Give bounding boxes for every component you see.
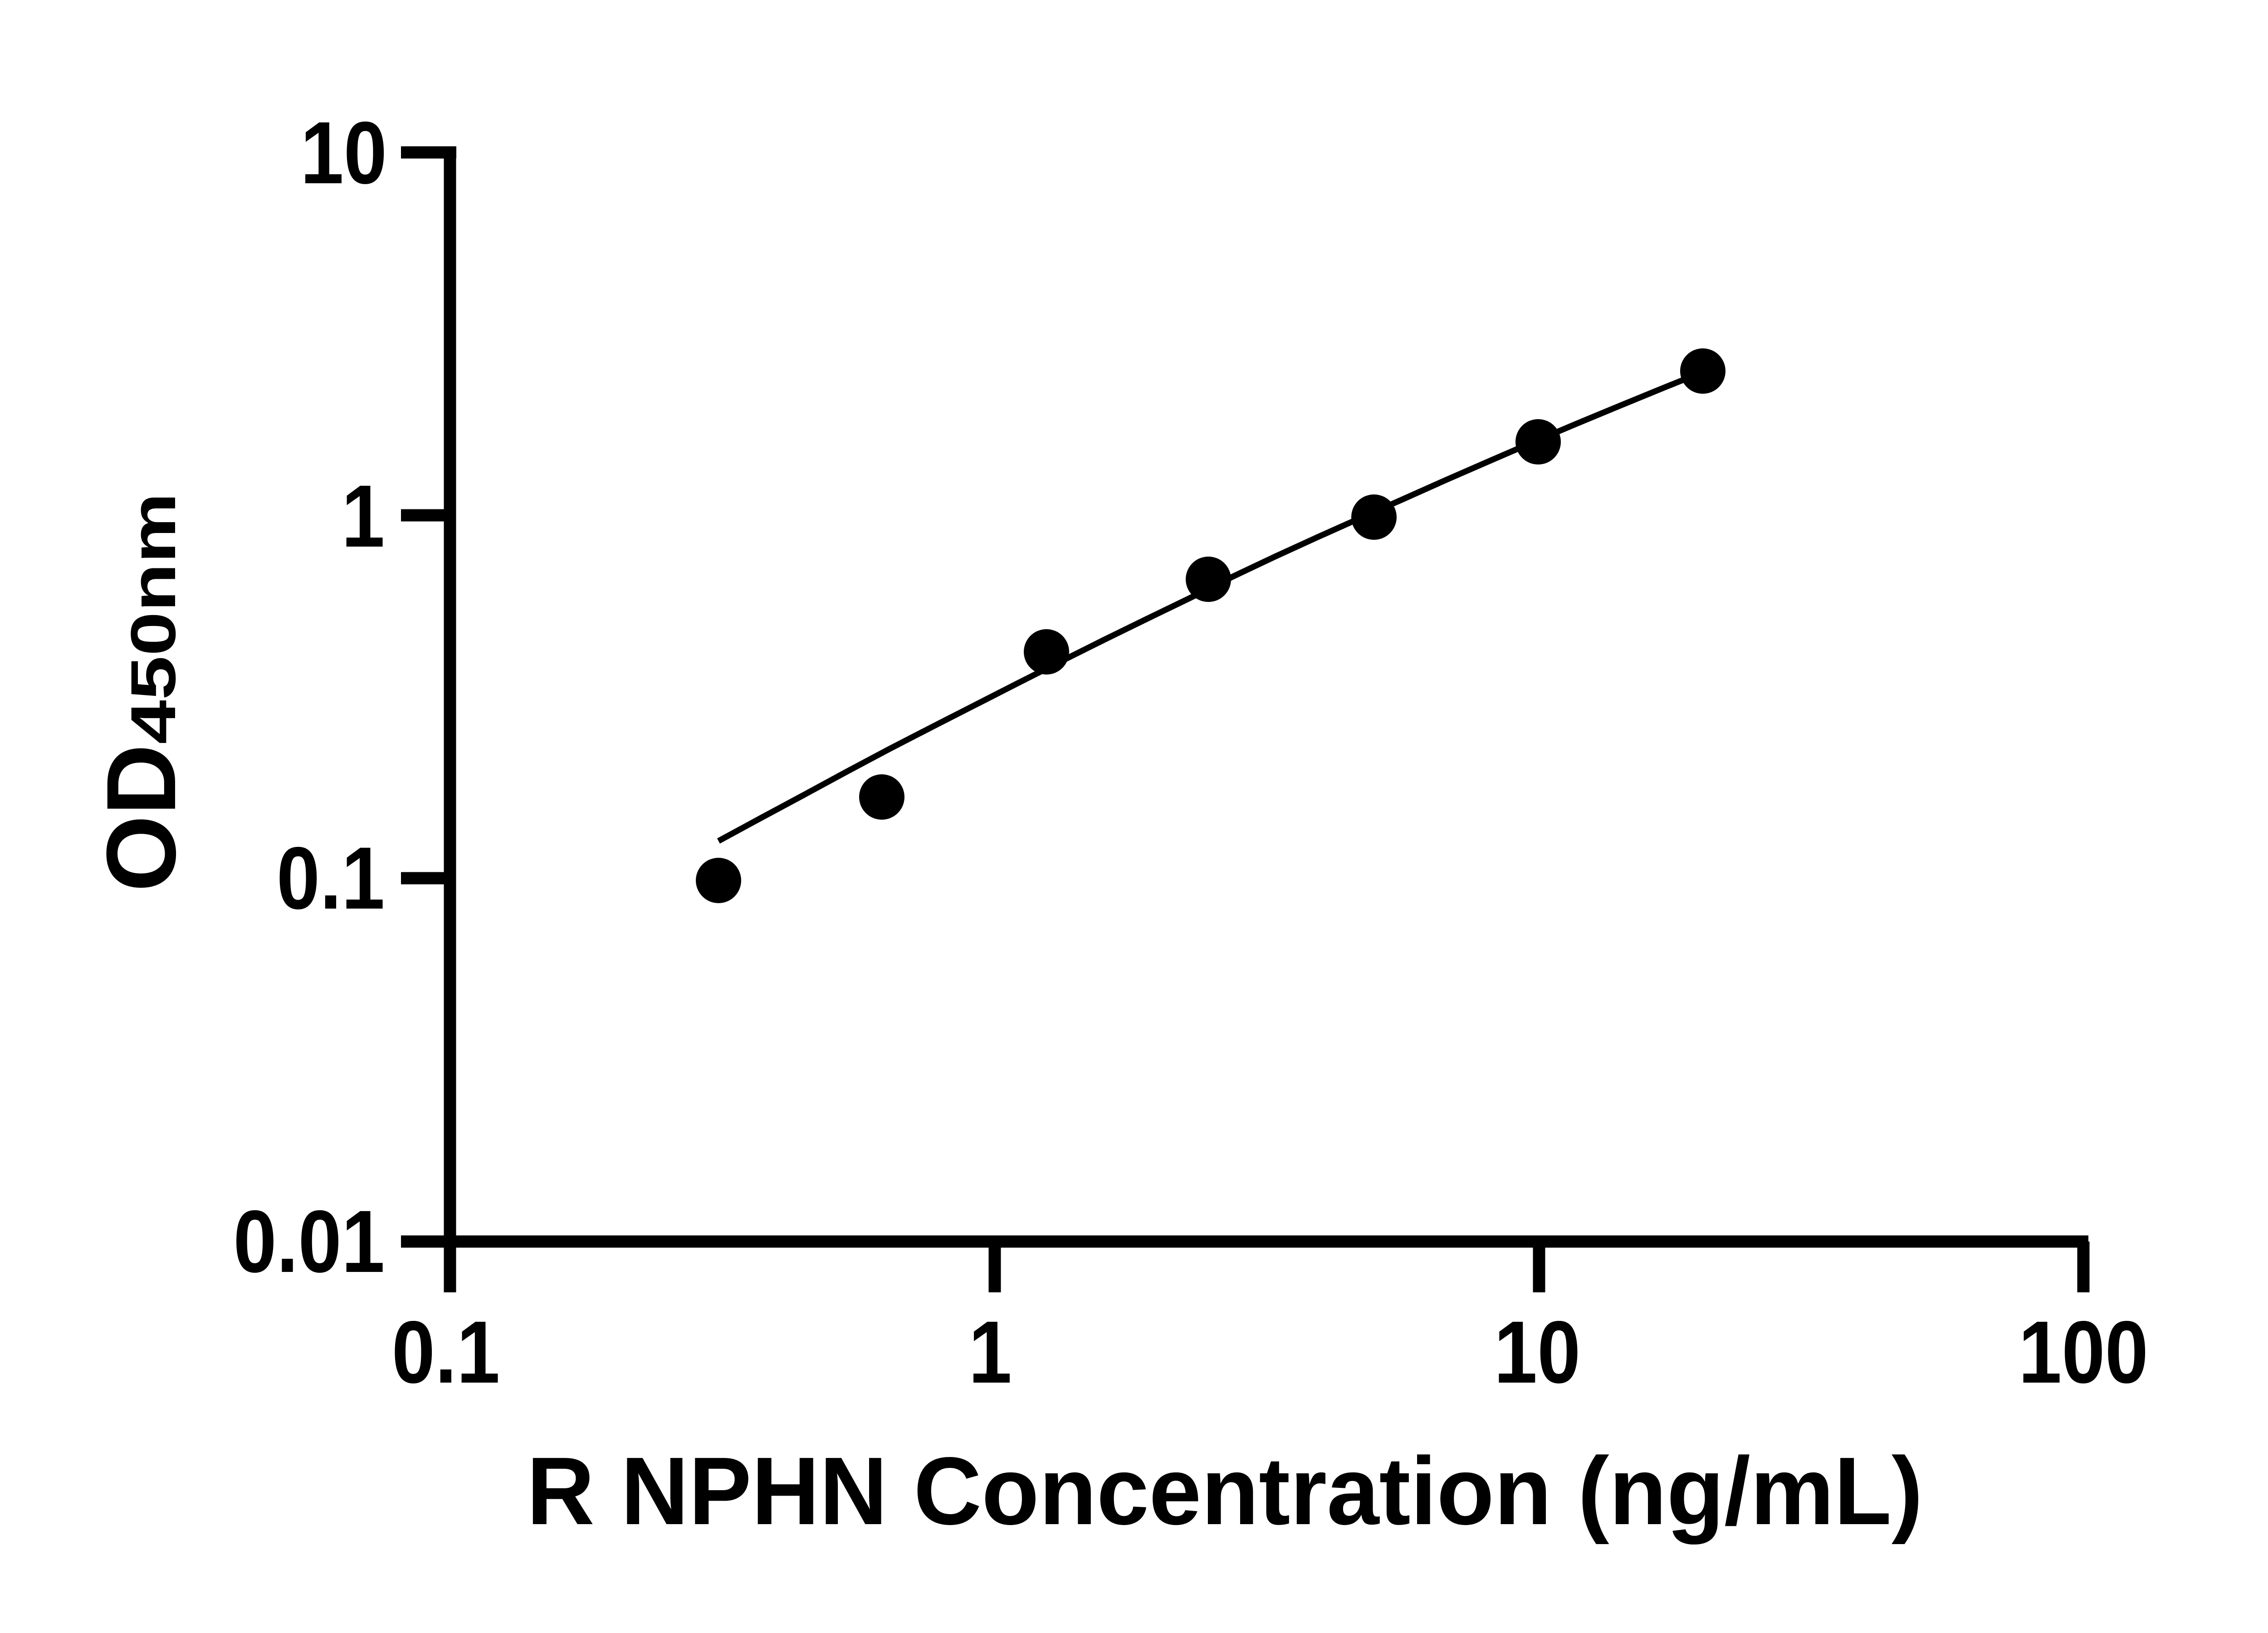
svg-text:450nm: 450nm — [118, 493, 189, 744]
svg-text:1: 1 — [968, 1303, 1012, 1402]
svg-text:0.1: 0.1 — [277, 829, 385, 928]
svg-text:OD: OD — [86, 744, 196, 892]
svg-text:R NPHN Concentration (ng/mL): R NPHN Concentration (ng/mL) — [527, 1437, 1923, 1545]
svg-text:10: 10 — [300, 103, 387, 202]
svg-text:0.01: 0.01 — [233, 1192, 385, 1291]
svg-text:10: 10 — [1494, 1303, 1581, 1402]
svg-text:100: 100 — [2019, 1303, 2148, 1402]
svg-text:0.1: 0.1 — [392, 1303, 500, 1402]
svg-text:1: 1 — [342, 467, 385, 566]
